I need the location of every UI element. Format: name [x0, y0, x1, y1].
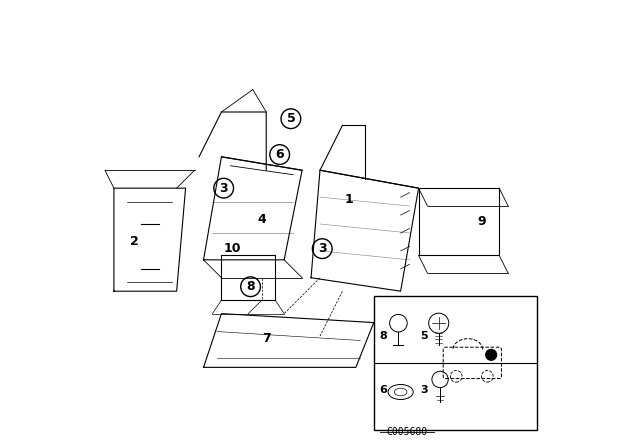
Text: 8: 8 — [246, 280, 255, 293]
Text: 4: 4 — [257, 213, 266, 226]
Bar — [374, 296, 538, 430]
Text: 8: 8 — [380, 331, 387, 341]
Text: C005680: C005680 — [387, 427, 428, 437]
Text: 6: 6 — [275, 148, 284, 161]
Circle shape — [486, 349, 497, 360]
Text: 1: 1 — [345, 193, 353, 206]
Text: 5: 5 — [420, 331, 428, 341]
Text: 5: 5 — [287, 112, 295, 125]
Text: 3: 3 — [420, 385, 428, 395]
Text: 6: 6 — [380, 385, 388, 395]
Text: 7: 7 — [262, 332, 271, 345]
Text: 2: 2 — [130, 235, 138, 249]
Text: 10: 10 — [224, 242, 241, 255]
Text: 3: 3 — [220, 181, 228, 195]
Text: 3: 3 — [318, 242, 326, 255]
Text: 9: 9 — [477, 215, 486, 228]
